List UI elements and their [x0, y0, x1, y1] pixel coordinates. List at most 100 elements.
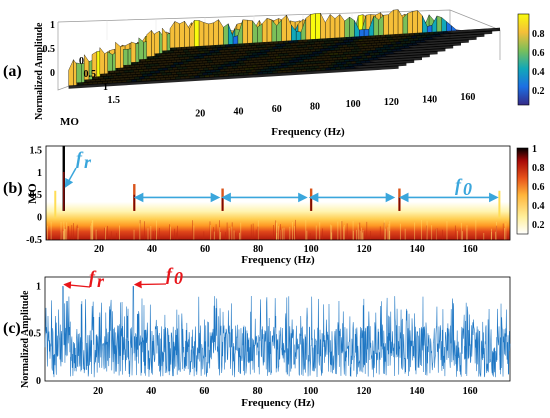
- panel-a-label: (a): [3, 63, 22, 80]
- panel-c-f0-arrow: [133, 280, 167, 289]
- panel-a-surface-facet: [257, 23, 263, 43]
- panel-b-colorbar-ticks: 1 0.8 0.6 0.4 0.2: [532, 144, 545, 231]
- panel-a-x-ticks: 20 40 60 80 100 120 140 160: [195, 92, 475, 119]
- panel-c-x-tick: 160: [463, 386, 478, 397]
- panel-a-base-shadow: [131, 42, 461, 66]
- panel-c-x-tick: 40: [146, 386, 156, 397]
- panel-b-f0-letter: f: [455, 175, 463, 195]
- panel-a-surface-facet: [431, 15, 438, 33]
- panel-a-surface-facet: [286, 15, 292, 42]
- panel-a-x-tick: 60: [272, 104, 282, 115]
- panel-a-surface: [68, 8, 501, 89]
- panel-b-colorbar-tick: 0.2: [532, 220, 545, 231]
- panel-a-surface-facet: [305, 14, 311, 40]
- panel-a-z-tick: 0.5: [43, 44, 56, 55]
- panel-b-x-tick: 60: [200, 244, 210, 255]
- panel-b-x-tick: 140: [410, 244, 425, 255]
- panel-a-surface-facet: [130, 41, 137, 63]
- panel-a-surface-facet: [451, 25, 457, 32]
- panel-a-z-ticks: 00.51: [43, 20, 56, 79]
- panel-a-x-tick: 100: [346, 99, 361, 110]
- panel-a-xlabel: Frequency (Hz): [271, 126, 345, 138]
- panel-a-depth-ticks: 00.5 11.5: [79, 56, 120, 106]
- panel-b-y-tick: 0: [37, 213, 42, 224]
- panel-a-base-shadow: [99, 54, 430, 78]
- panel-a-surface-facet: [174, 21, 180, 48]
- panel-a-surface-facet: [427, 24, 433, 33]
- panel-a-surface-facet: [446, 21, 452, 32]
- panel-a-surface-facet: [441, 17, 447, 32]
- panel-a-surface-facet: [252, 20, 258, 44]
- panel-b-annotation-fr: f r: [64, 148, 92, 188]
- panel-b-faint-spike: [498, 190, 501, 218]
- panel-b-colorbar-tick: 0.4: [532, 201, 545, 212]
- panel-a-surface-facet: [281, 14, 287, 42]
- panel-b-x-tick: 100: [304, 244, 319, 255]
- panel-b-xlabel: Frequency (Hz): [241, 254, 315, 266]
- panel-a-surface-facet: [99, 47, 105, 75]
- panel-c-y-ticks: 10.50: [29, 281, 42, 387]
- panel-a-base-shadow: [138, 39, 469, 63]
- panel-a-depth-label: MO: [60, 116, 79, 128]
- panel-a-base-shadow: [107, 51, 438, 75]
- panel-a-depth-tick: 0: [79, 56, 84, 67]
- panel-b-strip-band: [46, 201, 510, 240]
- panel-b-y-tick: -0.5: [26, 235, 42, 246]
- panel-a-surface-facet: [123, 49, 129, 66]
- panel-b-x-tick: 120: [357, 244, 372, 255]
- panel-a-base-shadow: [170, 28, 500, 51]
- panel-a-base-shadow: [76, 62, 407, 86]
- panel-c-fr-subscript: r: [97, 271, 105, 291]
- panel-a-surface-facet: [208, 22, 214, 46]
- panel-b-ylabel: MO: [25, 183, 39, 204]
- panel-b-y-tick: 1: [37, 168, 42, 179]
- panel-a-surface-facet: [68, 59, 74, 86]
- panel-a-surface-facet: [296, 31, 302, 41]
- panel-a-colorbar-tick: 0.4: [532, 67, 545, 78]
- panel-c-fr-arrow: [63, 281, 91, 290]
- panel-a-x-tick: 120: [384, 97, 399, 108]
- panel-a-surface-facet: [223, 23, 229, 45]
- panel-a-surface-facet: [315, 13, 321, 40]
- panel-a-surface-facet: [115, 41, 121, 69]
- panel-a-surface-facet: [407, 11, 413, 34]
- panel-a-colorbar-tick: 0.2: [532, 86, 545, 97]
- panel-b-y-tick: 0.5: [30, 190, 43, 201]
- panel-a-base-shadow: [68, 65, 399, 89]
- panel-a-surface-facet: [107, 51, 113, 72]
- panel-c-f0-letter: f: [166, 264, 174, 284]
- panel-b-label: (b): [3, 180, 23, 197]
- panel-a-surface-facet: [162, 27, 168, 52]
- panel-a-x-tick: 140: [422, 95, 437, 106]
- panel-b-colorbar-tick: 1: [532, 144, 537, 155]
- panel-a-surface-facet: [213, 19, 219, 46]
- panel-c-x-tick: 60: [199, 386, 209, 397]
- panel-b-x-tick: 20: [94, 244, 104, 255]
- panel-a-surface-facet: [320, 13, 326, 40]
- panel-b-annotation-f0: f 0: [455, 175, 472, 199]
- panel-b-fr-subscript: r: [84, 152, 92, 172]
- panel-c-annotation-f0: f 0: [133, 264, 183, 289]
- panel-a-colorbar: [517, 13, 530, 106]
- panel-c-y-tick: 0: [36, 376, 41, 387]
- panel-a-x-tick: 20: [195, 109, 205, 120]
- panel-a-ylabel: Normalized Amplitude: [34, 22, 45, 120]
- panel-b-colorbar-tick: 0.8: [532, 163, 545, 174]
- panel-c: (c) Normalized Amplitude 10.50 20 40 60 80 1…: [3, 264, 511, 409]
- panel-a-depth-tick: 1: [103, 82, 108, 93]
- panel-a-surface-facet: [359, 29, 365, 37]
- panel-a-surface-facet: [184, 20, 190, 48]
- panel-a-surface-facet: [247, 19, 253, 44]
- panel-a-surface-facet: [169, 20, 176, 49]
- panel-c-label: (c): [3, 320, 21, 337]
- panel-a-base-shadow: [84, 59, 415, 83]
- panel-a-surface-facet: [232, 35, 239, 45]
- panel-a-surface-facet: [393, 9, 399, 35]
- panel-a-x-tick: 80: [310, 102, 320, 113]
- panel-a-surface-facet: [242, 19, 248, 44]
- panel-c-series: [44, 286, 511, 378]
- panel-a-surface-facet: [310, 13, 316, 40]
- panel-c-xlabel: Frequency (Hz): [241, 397, 315, 409]
- panel-b-faint-spike: [54, 190, 57, 218]
